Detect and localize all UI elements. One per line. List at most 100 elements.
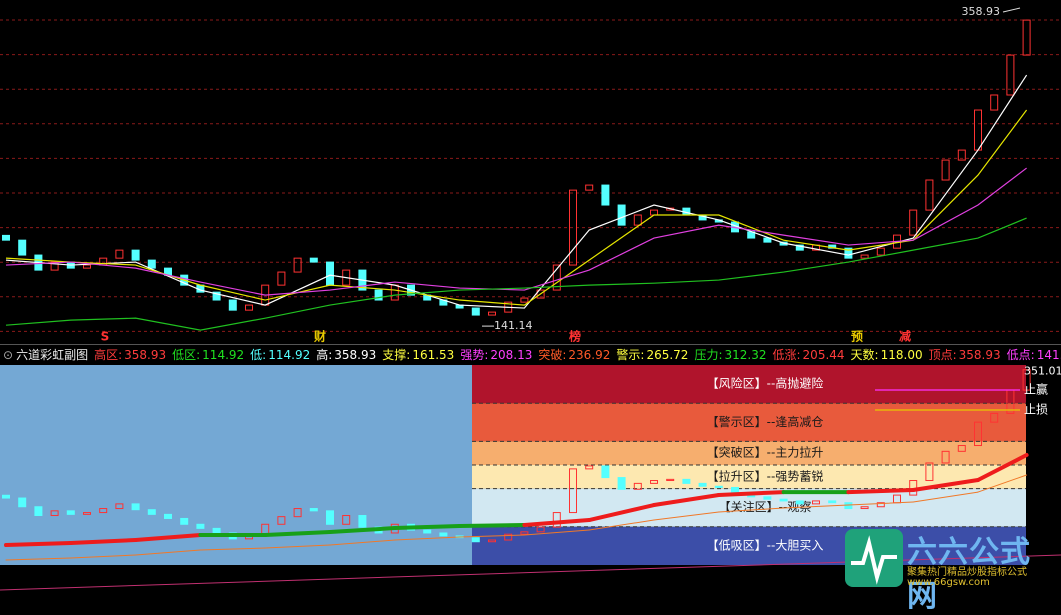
candle [1006, 54, 1015, 96]
candle [876, 502, 885, 508]
candle [698, 482, 707, 487]
candle [925, 179, 934, 211]
zone-label: 【拉升区】--强势蓄锐 [707, 468, 824, 483]
candle [277, 516, 286, 525]
candle [617, 204, 626, 226]
watermark-tagline: 聚集热门精品炒股指标公式 [907, 567, 1027, 578]
candle [812, 500, 820, 505]
info-label: 低区: [172, 348, 201, 362]
info-value: 114.92 [202, 348, 245, 362]
indicator-segment [199, 547, 266, 551]
indicator-segment [846, 488, 916, 495]
indicator-segment [135, 549, 201, 556]
candle [488, 539, 496, 543]
candle [714, 485, 723, 488]
candle [552, 512, 561, 528]
candle [520, 531, 529, 535]
indicator-segment [70, 554, 137, 559]
candle [974, 421, 982, 447]
indicator-segment [718, 507, 785, 513]
zone-label: 【警示区】--逢高减仓 [707, 414, 824, 429]
watermark-url: www.66gsw.com [907, 577, 990, 588]
info-value: 118.00 [880, 348, 923, 362]
info-label: 支撑: [382, 348, 411, 362]
indicator-segment [522, 518, 592, 528]
info-label: 高区: [94, 348, 123, 362]
rainbow-panel: 【风险区】--高抛避险【警示区】--逢高减仓【突破区】--主力拉升【拉升区】--… [0, 365, 1061, 591]
candle [860, 254, 869, 259]
indicator-title: 六道彩虹副图 [16, 348, 89, 362]
info-value: 312.32 [724, 348, 767, 362]
candle [585, 465, 594, 470]
candle [1022, 369, 1031, 391]
indicator-segment [5, 557, 72, 561]
zone-band [472, 526, 1026, 565]
zone-label: 【突破区】--主力拉升 [707, 445, 824, 460]
info-value: 208.13 [490, 348, 533, 362]
candle [83, 264, 91, 269]
candle [212, 527, 221, 534]
candle [164, 513, 172, 519]
candle [504, 533, 513, 541]
indicator-segment [587, 503, 656, 523]
candle [18, 239, 27, 256]
signal-marker: 减 [899, 329, 911, 344]
indicator-segment [977, 474, 1028, 493]
info-label: 低涨: [772, 348, 801, 362]
candle [423, 529, 432, 534]
info-label: 低点: [1006, 348, 1035, 362]
candle [147, 509, 156, 515]
indicator-segment [653, 511, 720, 521]
candle [180, 517, 189, 525]
zone-band [472, 441, 1026, 466]
info-value: 265.72 [646, 348, 689, 362]
indicator-segment [329, 539, 396, 546]
indicator-info-bar: ⊙ 六道彩虹副图 高区: 358.93 低区: 114.92 低: 114.92 高: 358.9… [0, 345, 1061, 365]
candle [682, 478, 691, 484]
candle [601, 184, 610, 206]
candle [212, 291, 221, 301]
candle [358, 515, 367, 528]
candle [520, 297, 529, 303]
candle [471, 307, 480, 316]
candle [536, 526, 545, 533]
indicator-segment [912, 491, 979, 503]
candle [439, 532, 448, 537]
candle [763, 496, 772, 500]
candle [552, 264, 561, 291]
candle [974, 109, 982, 151]
candle [990, 94, 999, 111]
candle [228, 299, 237, 311]
signal-marker: S [101, 330, 110, 344]
indicator-segment [328, 526, 397, 534]
indicator-segment [652, 493, 721, 508]
signal-marker: 财 [313, 329, 326, 344]
moving-average [5, 167, 1027, 296]
info-value: 358.93 [124, 348, 167, 362]
indicator-segment [847, 501, 914, 506]
moving-average [5, 74, 1028, 309]
candle [115, 249, 124, 259]
candle [650, 480, 658, 484]
candle [50, 261, 59, 271]
candle [277, 271, 286, 286]
info-value: 358.93 [958, 348, 1001, 362]
candle [585, 184, 594, 191]
candle [2, 234, 10, 241]
candle [83, 512, 91, 515]
candle [293, 508, 302, 518]
info-value: 358.93 [334, 348, 377, 362]
candle [876, 247, 885, 256]
candle [844, 247, 853, 259]
moving-average [5, 217, 1027, 331]
candle [828, 500, 837, 504]
zone-band [472, 465, 1026, 489]
candle [633, 482, 642, 490]
indicator-segment [68, 538, 138, 546]
candle [617, 477, 626, 490]
indicator-segment [588, 519, 655, 531]
collapse-icon: ⊙ [3, 348, 14, 362]
indicator-segment [459, 534, 525, 538]
candle [245, 304, 253, 311]
candle [941, 450, 950, 464]
